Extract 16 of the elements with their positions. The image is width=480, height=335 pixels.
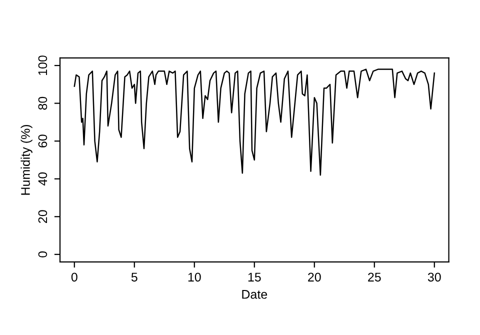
y-tick-label: 100 bbox=[38, 56, 48, 75]
x-tick-label: 15 bbox=[248, 272, 261, 282]
y-tick-label: 80 bbox=[38, 96, 48, 110]
y-tick-label: 20 bbox=[38, 210, 48, 223]
x-tick-label: 25 bbox=[368, 272, 381, 282]
y-tick-label: 0 bbox=[38, 251, 48, 258]
x-axis-title: Date bbox=[242, 290, 268, 299]
x-tick-label: 30 bbox=[428, 272, 441, 282]
line-series bbox=[74, 68, 436, 176]
y-axis-title: Humidity (%) bbox=[20, 124, 32, 195]
x-tick-label: 20 bbox=[308, 272, 321, 282]
x-tick-label: 5 bbox=[131, 272, 138, 282]
y-tick-label: 60 bbox=[38, 134, 48, 148]
x-tick-label: 0 bbox=[71, 272, 78, 282]
x-tick-label: 10 bbox=[188, 272, 201, 282]
y-tick-label: 40 bbox=[38, 172, 48, 186]
